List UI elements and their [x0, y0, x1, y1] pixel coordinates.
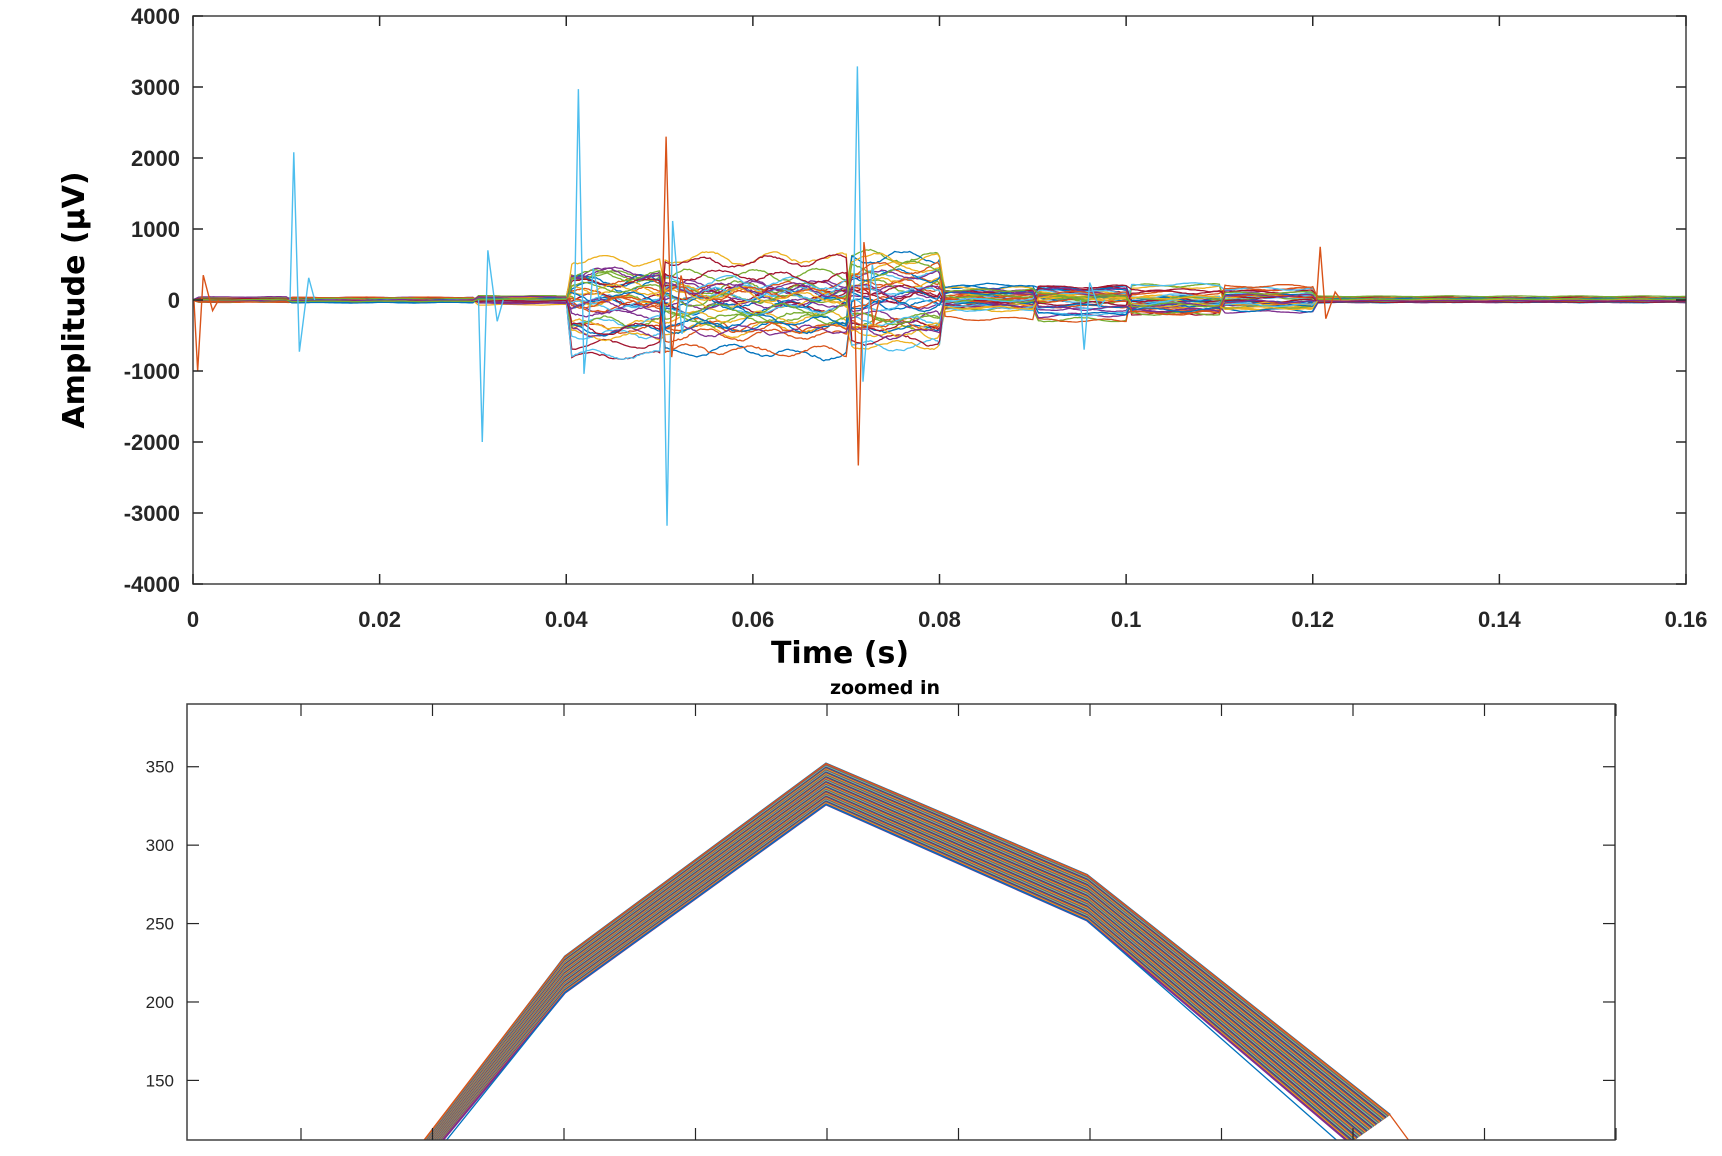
top-series-line [192, 260, 1686, 318]
top-chart-traces [192, 66, 1687, 526]
top-y-tick-label: 2000 [131, 146, 180, 171]
top-artifact-spike [852, 66, 880, 382]
top-x-tick-label: 0.08 [918, 607, 961, 632]
top-artifact-spike [1315, 246, 1342, 319]
bottom-y-tick-label: 200 [146, 993, 174, 1012]
top-y-tick-label: -3000 [124, 501, 180, 526]
bottom-y-tick-label: 150 [146, 1071, 174, 1090]
bottom-y-tick-label: 250 [146, 915, 174, 934]
top-y-tick-label: -2000 [124, 430, 180, 455]
top-artifact-spike [573, 89, 600, 374]
bottom-chart: zoomed in 150 200 250 300 350 [146, 677, 1617, 1141]
top-artifact-spike [289, 152, 316, 352]
top-artifact-spike [853, 242, 880, 466]
top-y-tick-label: 0 [168, 288, 180, 313]
top-y-tick-label: -4000 [124, 572, 180, 597]
top-x-tick-label: 0.14 [1478, 607, 1522, 632]
bottom-chart-ticks: 150 200 250 300 350 [146, 704, 1617, 1140]
top-chart-ticks: 0 0.02 0.04 0.06 0.08 0.1 0.12 0.14 0.16 -4000 -30… [124, 4, 1708, 632]
bottom-chart-title: zoomed in [830, 677, 940, 699]
top-y-tick-label: 4000 [131, 4, 180, 29]
top-x-tick-label: 0.1 [1111, 607, 1142, 632]
top-artifact-spike [1079, 282, 1106, 350]
bottom-chart-plot-area [186, 703, 1616, 1141]
top-x-tick-label: 0.02 [358, 607, 401, 632]
top-x-tick-label: 0.12 [1291, 607, 1334, 632]
bottom-y-tick-label: 350 [146, 758, 174, 777]
top-x-tick-label: 0.16 [1665, 607, 1708, 632]
bottom-lower-envelope [445, 803, 1338, 1140]
bottom-chart-traces [423, 762, 1410, 1140]
top-chart: 0 0.02 0.04 0.06 0.08 0.1 0.12 0.14 0.16 -4000 -30… [57, 4, 1707, 671]
top-x-tick-label: 0.04 [545, 607, 589, 632]
top-artifact-spike [193, 274, 220, 372]
x-axis-title: Time (s) [771, 636, 909, 671]
top-series-line [192, 281, 1686, 341]
y-axis-title: Amplitude (μV) [57, 171, 92, 428]
top-x-tick-label: 0 [187, 607, 199, 632]
top-artifact-spike [477, 250, 504, 443]
top-x-tick-label: 0.06 [731, 607, 774, 632]
top-artifact-spike [662, 220, 689, 526]
bottom-y-tick-label: 300 [146, 836, 174, 855]
top-series-line [192, 269, 1687, 323]
top-artifact-spike [661, 136, 688, 358]
top-y-tick-label: -1000 [124, 359, 180, 384]
bottom-upper-envelope [423, 762, 1410, 1140]
top-y-tick-label: 3000 [131, 75, 180, 100]
top-y-tick-label: 1000 [131, 217, 180, 242]
